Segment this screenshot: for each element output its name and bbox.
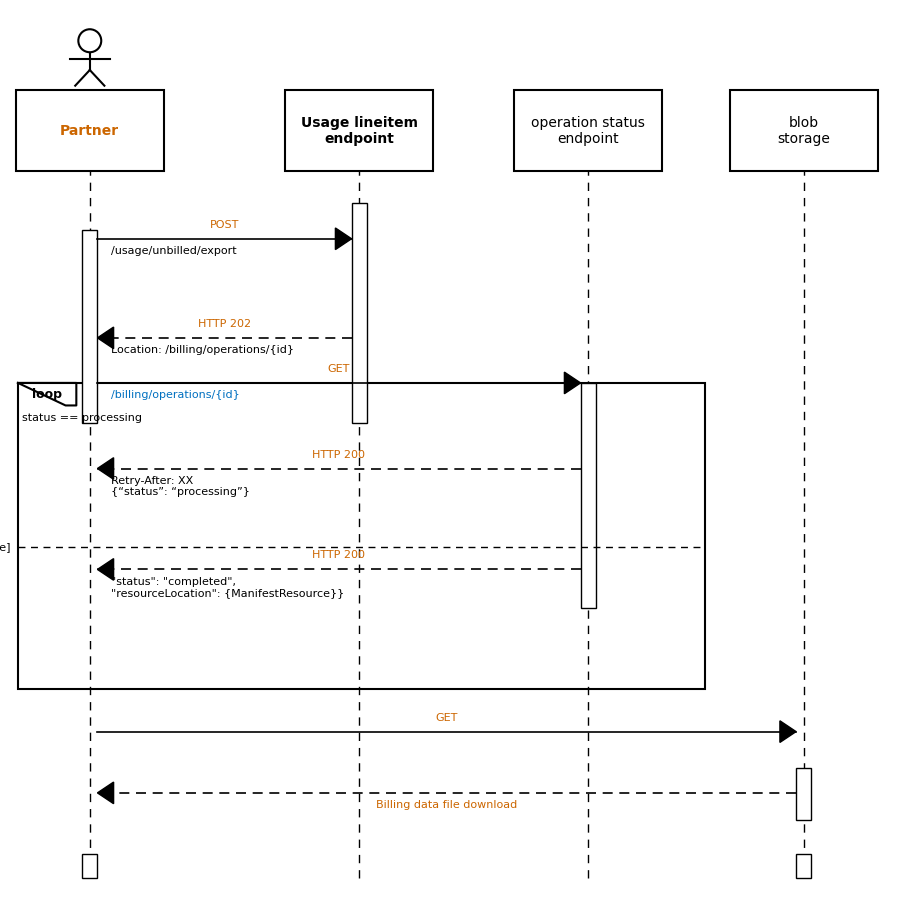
Bar (797, 768, 812, 820)
Polygon shape (336, 228, 352, 250)
Text: Billing data file download: Billing data file download (376, 800, 517, 810)
Text: Usage lineitem
endpoint: Usage lineitem endpoint (301, 115, 418, 146)
Bar (514, 90, 663, 171)
Text: POST: POST (210, 220, 239, 230)
Bar (83, 854, 97, 878)
Bar (83, 230, 97, 423)
Text: status == processing: status == processing (22, 413, 143, 423)
Polygon shape (97, 327, 113, 349)
Text: HTTP 202: HTTP 202 (198, 319, 251, 329)
Bar (18, 383, 705, 689)
Text: HTTP 200: HTTP 200 (313, 450, 365, 460)
Polygon shape (97, 458, 113, 479)
Text: loop: loop (32, 387, 62, 401)
Text: Partner: Partner (60, 123, 119, 138)
Polygon shape (779, 721, 797, 742)
Text: Location: /billing/operations/{id}: Location: /billing/operations/{id} (111, 345, 294, 355)
Text: Retry-After: XX
{“status”: “processing”}: Retry-After: XX {“status”: “processing”} (111, 476, 250, 497)
Bar (729, 90, 878, 171)
Text: /billing/operations/{id}: /billing/operations/{id} (111, 390, 240, 400)
Text: GET: GET (436, 713, 458, 723)
Polygon shape (97, 559, 113, 580)
Bar (352, 203, 367, 423)
Text: GET: GET (328, 364, 350, 374)
Text: operation status
endpoint: operation status endpoint (532, 115, 645, 146)
Polygon shape (97, 782, 113, 804)
Text: [else]: [else] (0, 542, 11, 552)
Text: HTTP 200: HTTP 200 (313, 551, 365, 560)
Bar (16, 90, 163, 171)
Text: /usage/unbilled/export: /usage/unbilled/export (111, 246, 236, 256)
Text: "status": "completed",
"resourceLocation": {ManifestResource}}: "status": "completed", "resourceLocation… (111, 577, 344, 598)
Bar (286, 90, 434, 171)
Polygon shape (565, 372, 580, 394)
Bar (797, 854, 812, 878)
Text: blob
storage: blob storage (778, 115, 830, 146)
Bar (580, 383, 596, 608)
